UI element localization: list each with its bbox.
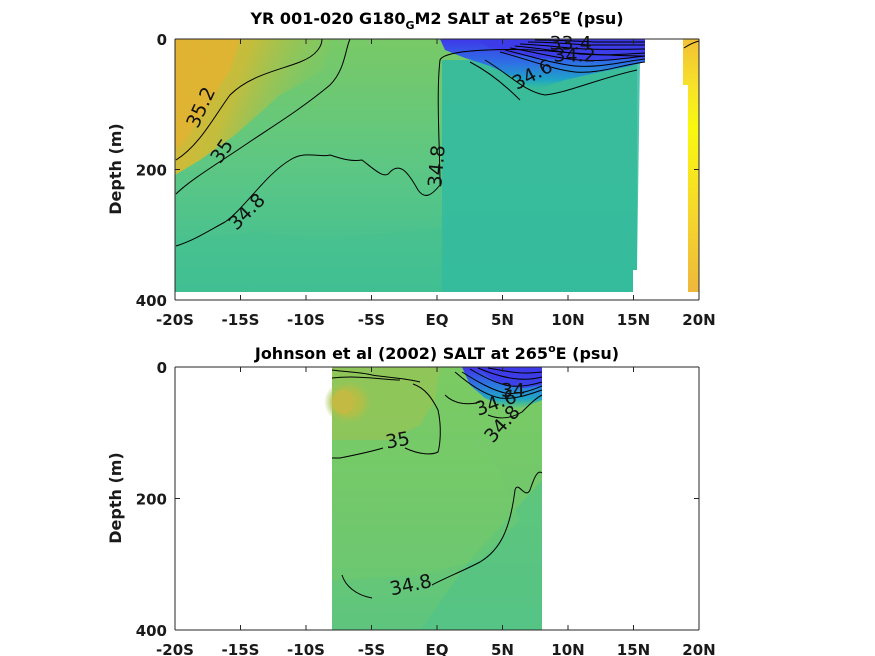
bottom-salinity-field xyxy=(324,367,542,630)
top-y-axis-label: Depth (m) xyxy=(106,123,125,215)
top-y-ticks: 0 200 400 xyxy=(136,31,699,310)
top-x-tick-label: -10S xyxy=(287,311,325,329)
top-x-tick-label: EQ xyxy=(426,311,449,329)
top-x-tick-label: -5S xyxy=(358,311,385,329)
top-y-tick-label: 0 xyxy=(157,31,167,49)
bottom-y-tick-label: 0 xyxy=(157,359,167,377)
bottom-y-ticks: 0 200 400 xyxy=(136,359,699,640)
bottom-contour-label: 34 xyxy=(501,380,525,402)
top-x-tick-label: 15N xyxy=(617,311,650,329)
bottom-y-tick-label: 400 xyxy=(136,622,167,640)
bottom-axes: -20S -15S -10S -5S EQ 5N 10N 15N 20N 0 200 400 xyxy=(136,359,716,656)
bottom-x-tick-label: 10N xyxy=(551,641,584,656)
top-contour-label: 34.8 xyxy=(424,144,450,188)
bottom-contour-label: 35 xyxy=(384,428,412,454)
top-axes: -20S -15S -10S -5S EQ 5N 10N 15N 20N 0 200 400 xyxy=(136,31,716,329)
bottom-x-tick-label: 5N xyxy=(491,641,514,656)
bottom-x-tick-label: -15S xyxy=(222,641,260,656)
top-panel-title: YR 001-020 G180GM2 SALT at 265oE (psu) xyxy=(249,7,623,32)
bottom-x-tick-label: 15N xyxy=(617,641,650,656)
top-panel: YR 001-020 G180GM2 SALT at 265oE (psu) xyxy=(106,7,716,329)
top-y-tick-label: 200 xyxy=(136,162,167,180)
top-x-tick-label: -15S xyxy=(222,311,260,329)
bottom-x-tick-label: -5S xyxy=(358,641,385,656)
top-y-tick-label: 400 xyxy=(136,292,167,310)
bottom-contour-lines xyxy=(331,367,543,599)
top-x-tick-label: 10N xyxy=(551,311,584,329)
top-x-tick-label: 5N xyxy=(491,311,514,329)
bottom-x-tick-label: 20N xyxy=(682,641,715,656)
top-x-ticks: -20S -15S -10S -5S EQ 5N 10N 15N 20N xyxy=(156,39,716,329)
bottom-x-tick-label: -20S xyxy=(156,641,194,656)
bottom-x-tick-label: EQ xyxy=(426,641,449,656)
bottom-y-tick-label: 200 xyxy=(136,491,167,509)
bottom-x-tick-label: -10S xyxy=(287,641,325,656)
top-contour-label: 33.4 xyxy=(549,33,591,55)
top-contour-label: 34.2 xyxy=(553,44,595,66)
bottom-x-ticks: -20S -15S -10S -5S EQ 5N 10N 15N 20N xyxy=(156,367,716,656)
top-contour-lines xyxy=(175,39,699,247)
bottom-panel: Johnson et al (2002) SALT at 265oE (psu) xyxy=(106,342,716,656)
top-x-tick-label: 20N xyxy=(682,311,715,329)
top-salinity-field xyxy=(175,39,699,292)
bottom-panel-title: Johnson et al (2002) SALT at 265oE (psu) xyxy=(254,342,619,363)
top-x-tick-label: -20S xyxy=(156,311,194,329)
bottom-y-axis-label: Depth (m) xyxy=(106,452,125,544)
